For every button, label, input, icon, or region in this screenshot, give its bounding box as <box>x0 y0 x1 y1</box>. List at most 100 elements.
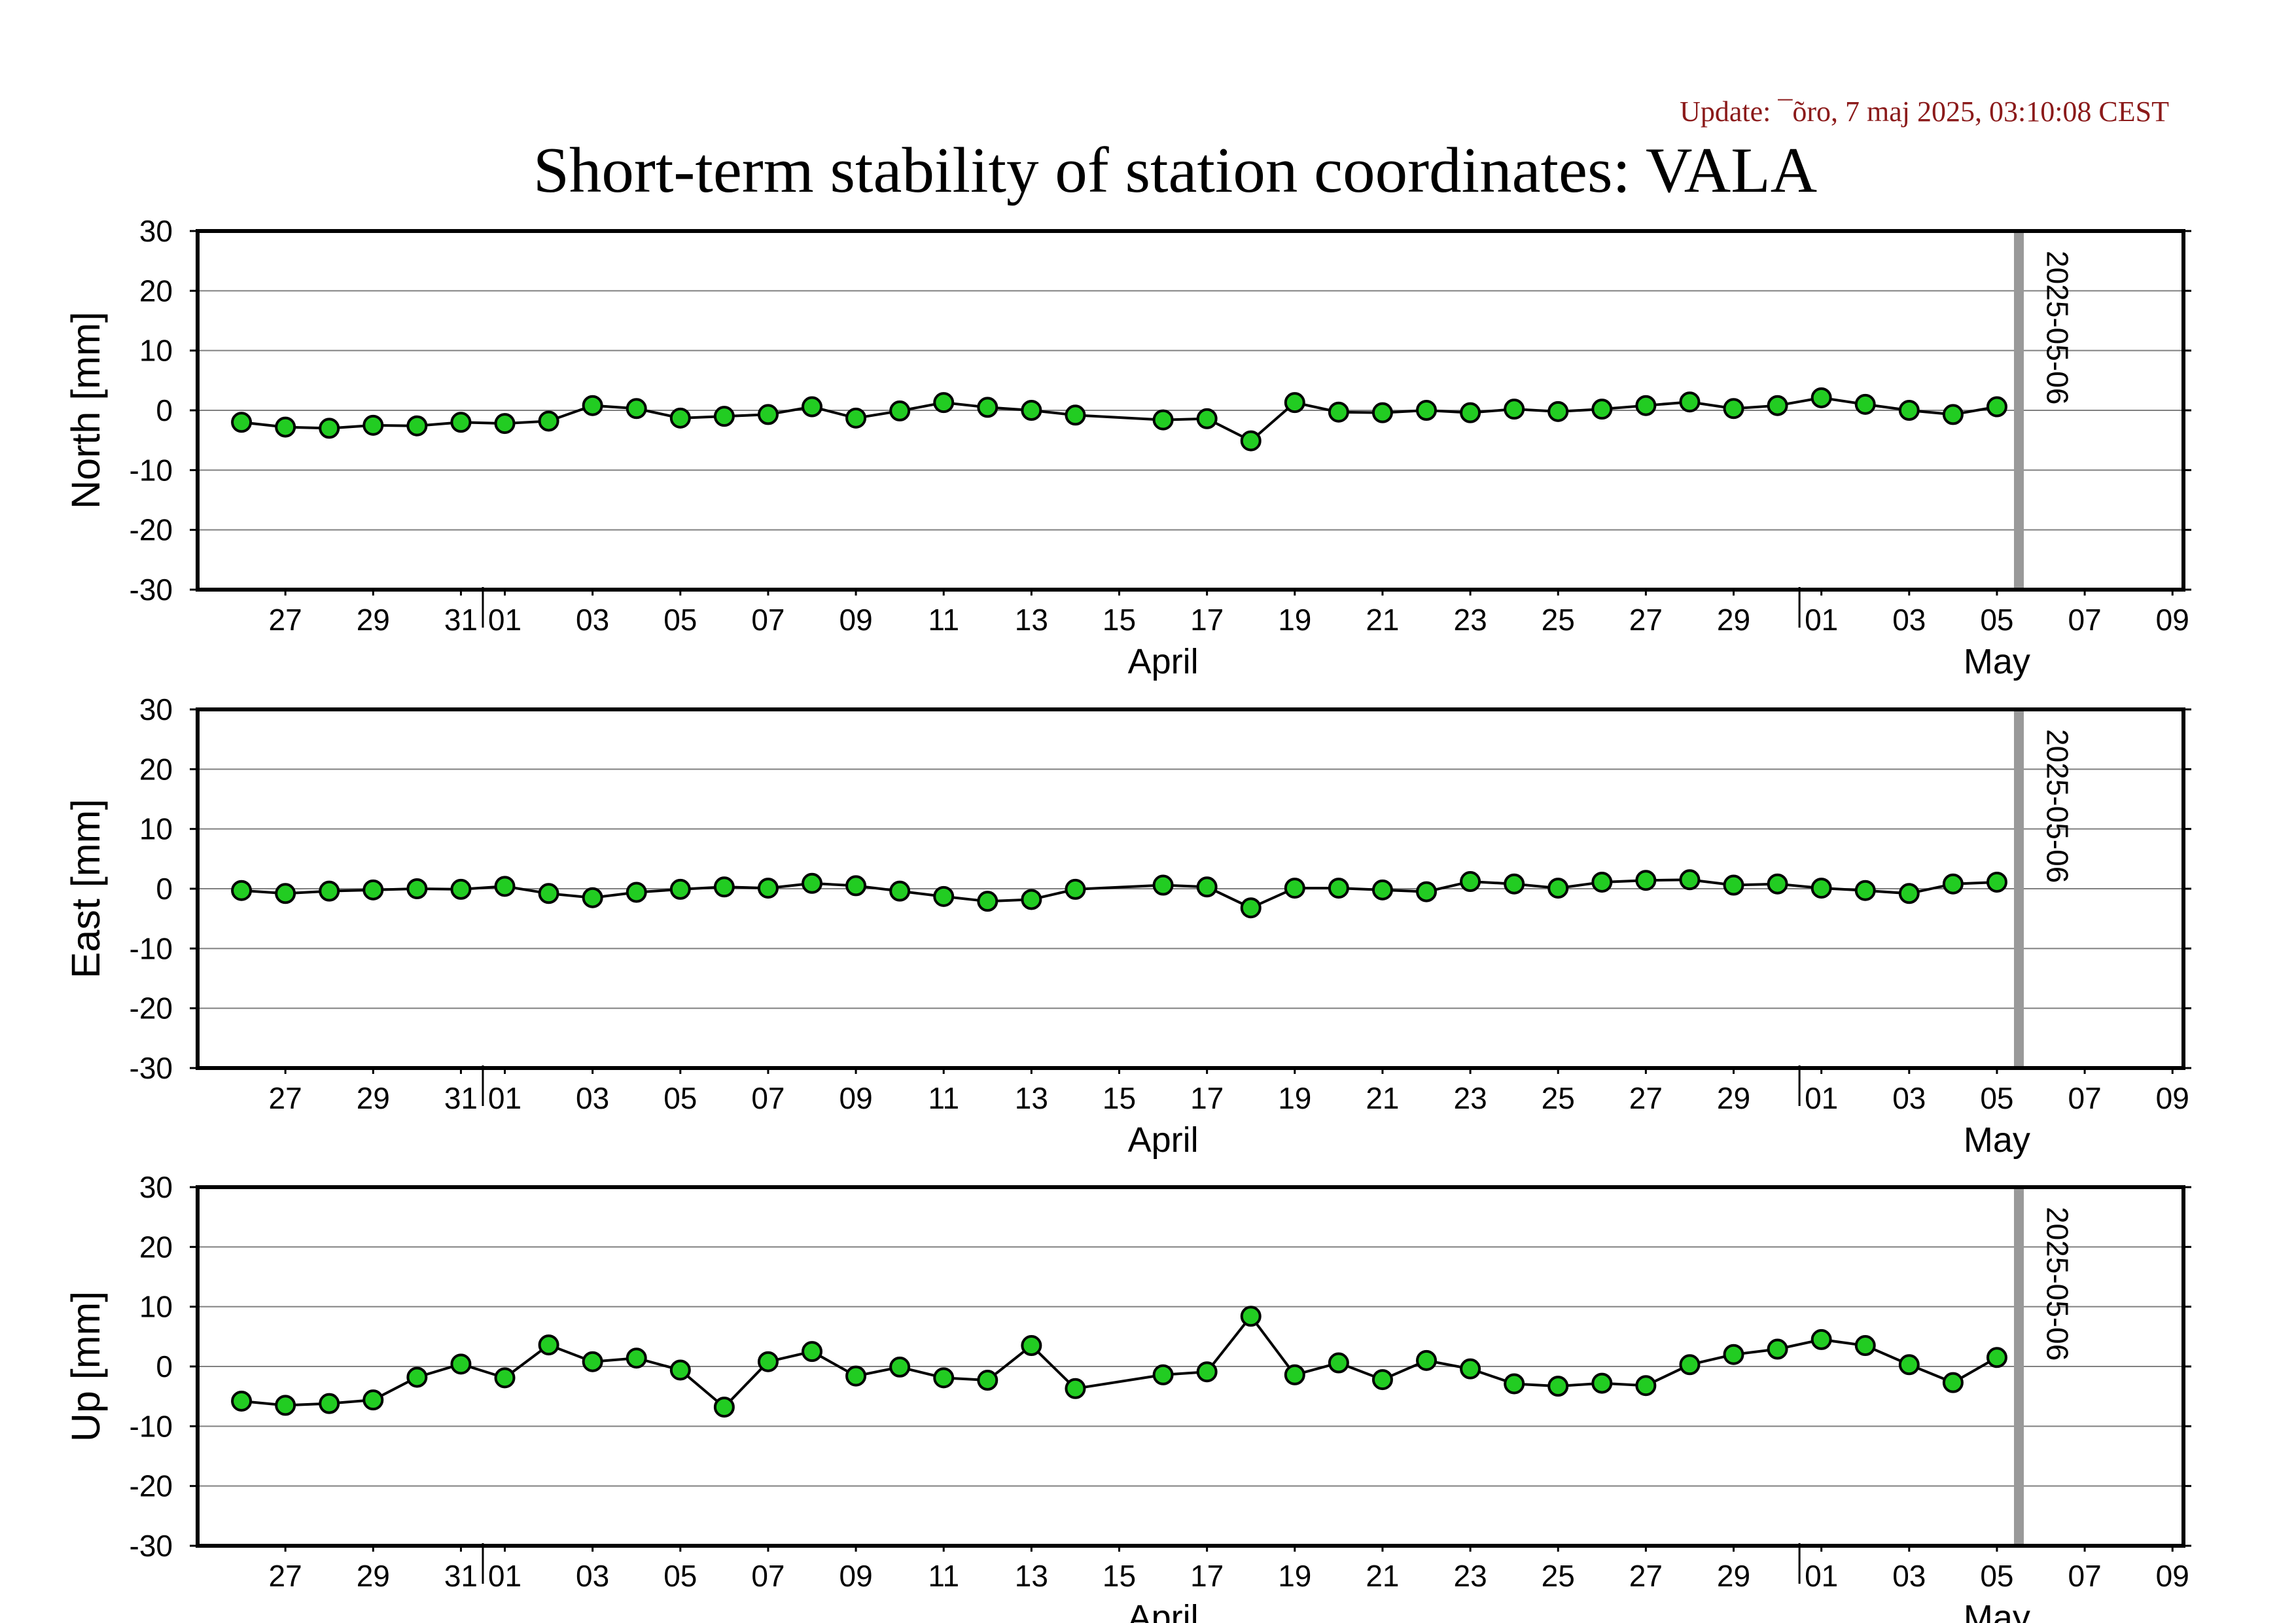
north-xtick-label: 13 <box>1015 603 1048 637</box>
east-ytick-label: -10 <box>130 931 173 965</box>
up-data-point <box>802 1341 823 1363</box>
east-ytick-label: 10 <box>139 812 173 846</box>
up-data-point <box>231 1390 253 1412</box>
north-ytick-label: -10 <box>130 453 173 487</box>
east-data-point <box>1328 878 1349 899</box>
up-xtick-label: 01 <box>488 1559 521 1593</box>
up-data-point <box>1284 1364 1305 1385</box>
north-xtick-label: 17 <box>1190 603 1224 637</box>
up-xtick-label: 05 <box>663 1559 697 1593</box>
east-ytick-label: 30 <box>139 692 173 726</box>
east-data-point <box>1416 881 1438 902</box>
east-data-point <box>582 887 603 908</box>
east-data-point <box>1723 874 1744 896</box>
east-xtick-label: 15 <box>1103 1081 1136 1115</box>
up-data-point <box>713 1397 735 1418</box>
up-data-point <box>1679 1354 1701 1376</box>
east-xtick-label: 05 <box>1980 1081 2013 1115</box>
up-xtick-label: 31 <box>444 1559 478 1593</box>
up-data-point <box>626 1347 647 1369</box>
north-data-point <box>1898 400 1920 421</box>
up-data-point <box>275 1395 296 1416</box>
north-ytick-label: 20 <box>139 274 173 308</box>
east-xtick-label: 17 <box>1190 1081 1224 1115</box>
up-data-point <box>1591 1372 1613 1394</box>
east-xtick-label: 09 <box>2156 1081 2189 1115</box>
east-data-point <box>1284 878 1305 899</box>
up-xtick-label: 15 <box>1103 1559 1136 1593</box>
up-data-point <box>845 1365 867 1387</box>
up-data-point <box>319 1393 340 1414</box>
north-data-point <box>713 406 735 427</box>
east-data-point <box>669 878 691 900</box>
east-data-point <box>231 880 253 901</box>
east-data-point <box>275 883 296 904</box>
east-data-point <box>1021 889 1042 910</box>
up-ytick-label: 30 <box>139 1170 173 1204</box>
east-xtick-label: 27 <box>269 1081 302 1115</box>
up-xtick-label: 07 <box>2068 1559 2102 1593</box>
north-xtick-label: 25 <box>1542 603 1575 637</box>
east-xtick-label: 07 <box>751 1081 785 1115</box>
east-data-point <box>1679 869 1701 891</box>
up-xtick-label: 09 <box>839 1559 872 1593</box>
up-data-point <box>1898 1354 1920 1376</box>
north-data-point <box>1240 430 1262 452</box>
north-data-point <box>275 416 296 438</box>
east-axis-label: East [mm] <box>63 799 108 979</box>
up-series-line <box>241 1314 1998 1409</box>
up-ytick-label: -10 <box>130 1409 173 1443</box>
east-data-point <box>450 878 472 900</box>
north-data-point <box>1460 402 1481 423</box>
up-xtick-label: 25 <box>1542 1559 1575 1593</box>
east-data-point <box>406 878 428 899</box>
north-data-point <box>845 407 867 429</box>
up-data-point <box>582 1351 603 1372</box>
east-xtick-label: 03 <box>1892 1081 1926 1115</box>
north-data-point <box>757 404 779 425</box>
east-data-point <box>1591 871 1613 893</box>
north-data-point <box>1504 399 1525 420</box>
north-data-point <box>494 413 516 435</box>
up-xtick-label: 19 <box>1278 1559 1311 1593</box>
east-data-point <box>319 880 340 902</box>
north-xtick-label: 31 <box>444 603 478 637</box>
north-data-point <box>1065 404 1086 426</box>
update-timestamp: Update: ¯õro, 7 maj 2025, 03:10:08 CEST <box>1680 96 2169 128</box>
north-data-point <box>802 396 823 418</box>
north-data-point <box>450 412 472 433</box>
north-data-point <box>1021 400 1042 421</box>
east-data-point <box>626 882 647 903</box>
up-data-point <box>1021 1335 1042 1357</box>
east-xtick-label: 23 <box>1453 1081 1487 1115</box>
north-data-point <box>1196 408 1218 429</box>
up-data-point <box>1942 1372 1964 1393</box>
north-xtick-label: 07 <box>2068 603 2102 637</box>
north-xtick-label: 21 <box>1366 603 1399 637</box>
up-data-point <box>1065 1378 1086 1399</box>
east-ytick-label: -20 <box>130 991 173 1026</box>
east-data-point <box>1635 870 1657 891</box>
up-xtick-label: 03 <box>576 1559 609 1593</box>
east-xtick-label: 31 <box>444 1081 478 1115</box>
east-data-point <box>1240 897 1262 919</box>
up-data-point <box>1723 1344 1744 1365</box>
up-ytick-label: 10 <box>139 1290 173 1324</box>
north-xtick-label: 29 <box>1717 603 1750 637</box>
up-data-point <box>1504 1373 1525 1395</box>
north-axis-label: North [mm] <box>63 312 108 509</box>
east-data-point <box>1504 873 1525 895</box>
north-data-point <box>582 395 603 416</box>
east-data-point <box>1810 878 1832 899</box>
north-data-point <box>1371 402 1393 423</box>
up-xtick-label: 17 <box>1190 1559 1224 1593</box>
up-xtick-label: 27 <box>1629 1559 1663 1593</box>
north-data-point <box>1635 395 1657 416</box>
north-ytick-label: 30 <box>139 214 173 248</box>
east-xtick-label: 29 <box>1717 1081 1750 1115</box>
north-data-point <box>1547 401 1569 422</box>
east-data-point <box>802 872 823 894</box>
chart-title: Short-term stability of station coordina… <box>533 135 1817 206</box>
east-data-point <box>1152 874 1174 896</box>
up-ytick-label: -30 <box>130 1529 173 1563</box>
